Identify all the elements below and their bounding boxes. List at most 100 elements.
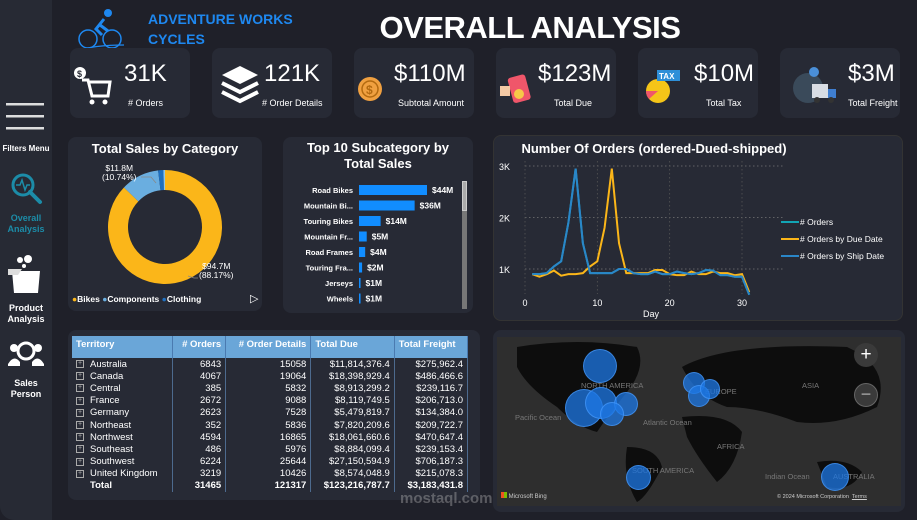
table-cell: $209,722.7 — [394, 418, 469, 432]
table-cell: 9088 — [225, 394, 312, 407]
table-cell: 6843 — [172, 358, 227, 371]
donut-slice-bikes — [108, 170, 222, 284]
expand-icon[interactable]: + — [76, 457, 84, 466]
expand-icon[interactable]: + — [76, 360, 84, 369]
table-cell: + Northwest — [72, 431, 173, 444]
legend-item-bikes[interactable]: ●Bikes — [72, 294, 100, 304]
kpi-label: # Order Details — [262, 98, 323, 108]
bar-scrollbar[interactable] — [462, 181, 467, 309]
map-label: EUROPE — [705, 387, 737, 396]
column-header[interactable]: Total Due — [310, 336, 395, 358]
table-row[interactable]: + United Kingdom 3219 10426 $8,574,048.9 $215… — [72, 467, 469, 480]
table-cell: + Australia — [72, 358, 173, 371]
legend-item-components[interactable]: ●Components — [102, 294, 160, 304]
legend-label: # Orders by Due Date — [800, 234, 883, 244]
table-cell: $8,119,749.5 — [310, 394, 395, 407]
map-label: AFRICA — [717, 442, 745, 451]
total-cell: 121317 — [225, 479, 312, 493]
column-header[interactable]: Territory — [72, 336, 173, 358]
kpi-card-total-due: $123M Total Due — [496, 48, 616, 118]
table-row[interactable]: + Southeast 486 5976 $8,884,099.4 $239,153.4 — [72, 443, 469, 456]
map-zoom-out-button[interactable]: − — [854, 383, 878, 407]
table-cell: $18,061,660.6 — [310, 431, 395, 444]
donut-label-bikes: $94.7M (88.17%) — [199, 262, 234, 280]
expand-icon[interactable]: + — [76, 396, 84, 405]
bar — [359, 216, 381, 226]
table-total-row: Total 31465 121317 $123,216,787.7 $3,183,431… — [72, 479, 469, 493]
map-label: Indian Ocean — [765, 472, 810, 481]
terms-link[interactable]: Terms — [851, 494, 867, 500]
bar — [359, 278, 361, 288]
table-row[interactable]: + Northeast 352 5836 $7,820,209.6 $209,722.7 — [72, 418, 469, 432]
expand-icon[interactable]: + — [76, 445, 84, 454]
sidebar-item-product-analysis[interactable]: Product Analysis — [0, 255, 52, 325]
x-tick-label: 20 — [665, 298, 675, 308]
kpi-value: 31K — [124, 60, 167, 87]
map-bubble[interactable] — [600, 402, 624, 426]
sidebar-item-overall-analysis[interactable]: Overall Analysis — [0, 170, 52, 236]
table-cell: $215,078.3 — [394, 467, 469, 480]
table-cell: $8,884,099.4 — [310, 443, 395, 456]
bar-category-label: Road Bikes — [312, 186, 353, 195]
table-cell: 7528 — [225, 406, 312, 419]
legend-label: # Orders by Ship Date — [800, 251, 884, 261]
expand-icon[interactable]: + — [76, 421, 84, 430]
filters-menu-button[interactable]: Filters Menu — [2, 100, 50, 156]
table-cell: $206,713.0 — [394, 394, 469, 407]
kpi-card-orders: $ 31K # Orders — [70, 48, 190, 118]
table-cell: 6224 — [172, 455, 227, 468]
filters-menu-label: Filters Menu — [2, 144, 50, 153]
donut-label-components: $11.8M (10.74%) — [102, 164, 137, 182]
donut-legend: ●Bikes ●Components ●Clothing — [72, 294, 201, 304]
column-header[interactable]: # Order Details — [225, 336, 312, 358]
bar — [359, 293, 361, 304]
table-cell: 25644 — [225, 455, 312, 468]
table-cell: $8,913,299.2 — [310, 382, 395, 395]
bar — [359, 231, 367, 242]
column-header[interactable]: Total Freight — [394, 336, 469, 358]
expand-icon[interactable]: + — [76, 433, 84, 442]
table-cell: $7,820,209.6 — [310, 418, 395, 432]
y-tick-label: 2K — [499, 214, 510, 224]
sales-person-label: Sales Person — [10, 378, 42, 399]
kpi-value: $10M — [694, 60, 755, 87]
map-bubble[interactable] — [626, 465, 651, 490]
map-bubble[interactable] — [821, 463, 849, 491]
legend-next-arrow-icon[interactable]: ▷ — [250, 293, 259, 305]
table-row[interactable]: + Southwest 6224 25644 $27,150,594.9 $706,187… — [72, 455, 469, 468]
legend-item-clothing[interactable]: ●Clothing — [161, 294, 202, 304]
kpi-label: Total Due — [554, 98, 593, 108]
map-bubble[interactable] — [700, 379, 720, 399]
map-zoom-in-button[interactable]: + — [854, 343, 878, 367]
table-cell: 5976 — [225, 443, 312, 456]
table-row[interactable]: + Australia 6843 15058 $11,814,376.4 $275,962… — [72, 358, 469, 371]
table-row[interactable]: + Canada 4067 19064 $18,398,929.4 $486,466.6 — [72, 370, 469, 383]
table-row[interactable]: + France 2672 9088 $8,119,749.5 $206,713.0 — [72, 394, 469, 407]
map[interactable]: NORTH AMERICA Pacific Ocean Atlantic Oce… — [497, 337, 901, 506]
table-row[interactable]: + Germany 2623 7528 $5,479,819.7 $134,384.0 — [72, 406, 469, 419]
orders-line-panel: Number Of Orders (ordered-Dued-shipped) … — [493, 135, 903, 321]
microsoft-logo-icon — [501, 492, 507, 498]
map-bubble[interactable] — [583, 349, 617, 383]
table-cell: + Central — [72, 382, 173, 395]
table-cell: + Germany — [72, 406, 173, 419]
table-row[interactable]: + Northwest 4594 16865 $18,061,660.6 $470,647… — [72, 431, 469, 444]
total-cell: 31465 — [172, 479, 227, 493]
expand-icon[interactable]: + — [76, 408, 84, 417]
kpi-value: $3M — [848, 60, 895, 87]
brand-name: ADVENTURE WORKS CYCLES — [148, 9, 293, 49]
kpi-label: Total Tax — [706, 98, 742, 108]
table-row[interactable]: + Central 385 5832 $8,913,299.2 $239,116.7 — [72, 382, 469, 395]
donut-slice-accessories — [163, 170, 165, 191]
cyclist-logo-icon — [75, 9, 125, 52]
donut-slice-clothing — [158, 170, 164, 191]
column-header[interactable]: # Orders — [172, 336, 227, 358]
table-cell: 5836 — [225, 418, 312, 432]
table-cell: $486,466.6 — [394, 370, 469, 383]
expand-icon[interactable]: + — [76, 469, 84, 478]
expand-icon[interactable]: + — [76, 372, 84, 381]
sidebar-item-sales-person[interactable]: Sales Person — [0, 340, 52, 402]
data-label-pct: (88.17%) — [199, 270, 234, 280]
expand-icon[interactable]: + — [76, 384, 84, 393]
bar-data-label: $4M — [370, 247, 387, 257]
